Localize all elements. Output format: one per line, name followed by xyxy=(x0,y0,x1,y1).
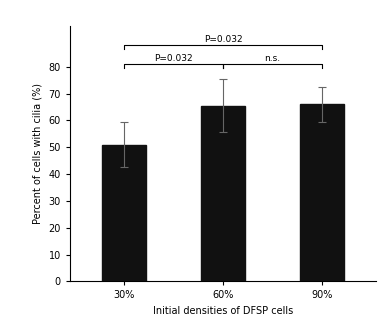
Y-axis label: Percent of cells with cilia (%): Percent of cells with cilia (%) xyxy=(33,83,43,224)
Bar xyxy=(201,106,245,281)
X-axis label: Initial densities of DFSP cells: Initial densities of DFSP cells xyxy=(153,306,293,316)
Text: n.s.: n.s. xyxy=(265,54,281,63)
Bar xyxy=(102,145,147,281)
Text: P=0.032: P=0.032 xyxy=(204,35,242,44)
Text: P=0.032: P=0.032 xyxy=(154,54,193,63)
Bar xyxy=(300,104,344,281)
